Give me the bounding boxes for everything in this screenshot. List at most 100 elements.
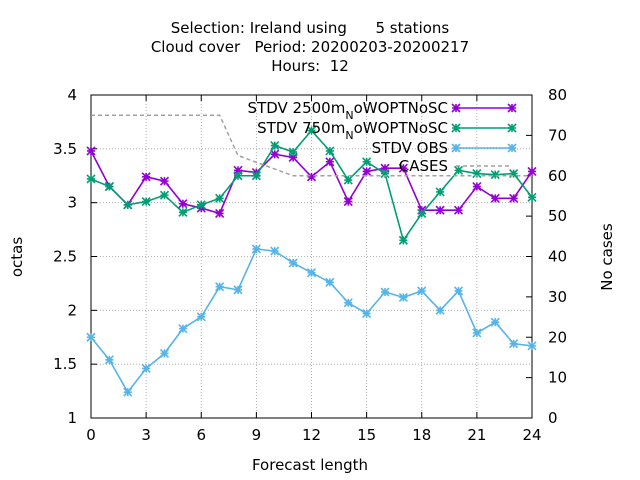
- data-point: [215, 282, 225, 292]
- x-tick-label: 3: [141, 426, 151, 444]
- data-point: [325, 157, 335, 167]
- y-tick-label: 1.5: [53, 355, 77, 373]
- data-point: [435, 205, 445, 215]
- y2-tick-label: 10: [548, 369, 567, 387]
- y2-tick-label: 40: [548, 248, 567, 266]
- series-line-2: [86, 244, 537, 397]
- x-tick-label: 21: [467, 426, 486, 444]
- data-point: [490, 317, 500, 327]
- data-point: [398, 235, 408, 245]
- data-point: [288, 147, 298, 157]
- legend-label: STDV 750mNoWOPTNoSC: [257, 119, 448, 142]
- y2-tick-label: 0: [548, 409, 558, 427]
- x-tick-label: 6: [196, 426, 206, 444]
- legend-label: CASES: [399, 157, 448, 175]
- legend-entry: STDV OBS: [372, 139, 517, 157]
- legend-marker: [507, 143, 517, 153]
- data-point: [527, 166, 537, 177]
- data-point: [104, 355, 114, 365]
- legend-label: STDV OBS: [372, 139, 448, 157]
- data-point: [215, 208, 225, 218]
- legend-marker: [451, 143, 461, 153]
- data-point: [509, 193, 519, 203]
- data-point: [398, 292, 408, 302]
- data-point: [233, 165, 243, 175]
- series-line: [91, 114, 532, 177]
- data-point: [380, 287, 390, 297]
- data-point: [325, 146, 335, 156]
- x-tick-label: 12: [302, 426, 321, 444]
- x-tick-label: 18: [412, 426, 431, 444]
- axes: 0 3 6 9 12 15 18 21 2411.522.533.540102030405060…: [53, 86, 567, 444]
- data-point: [527, 192, 537, 202]
- data-point: [86, 332, 96, 342]
- data-point: [123, 200, 133, 210]
- y2-tick-label: 50: [548, 207, 567, 225]
- data-point: [178, 199, 188, 209]
- data-point: [196, 200, 206, 210]
- x-tick-label: 0: [86, 426, 96, 444]
- y2-tick-label: 20: [548, 328, 567, 346]
- data-point: [472, 181, 482, 192]
- data-point: [251, 244, 261, 254]
- data-point: [343, 197, 353, 207]
- y2-tick-label: 60: [548, 167, 567, 185]
- data-point: [141, 363, 151, 374]
- legend-entry: CASES: [399, 157, 512, 175]
- data-point: [472, 169, 482, 179]
- data-point: [196, 312, 206, 322]
- data-point: [380, 163, 390, 173]
- legend-entry: STDV 2500mNoWOPTNoSC: [248, 99, 517, 122]
- data-point: [380, 169, 390, 179]
- x-tick-label: 24: [522, 426, 541, 444]
- data-point: [453, 205, 464, 215]
- data-point: [270, 149, 280, 159]
- data-point: [343, 298, 353, 308]
- legend-label: STDV 2500mNoWOPTNoSC: [248, 99, 448, 122]
- data-point: [178, 324, 188, 334]
- legend-marker: [507, 103, 517, 113]
- y-tick-label: 1: [67, 409, 77, 427]
- data-point: [306, 172, 317, 182]
- chart-title: Selection: Ireland using 5 stations Clou…: [151, 19, 469, 75]
- data-point: [490, 193, 500, 203]
- y-axis-label: octas: [8, 237, 26, 277]
- data-point: [123, 387, 133, 397]
- data-point: [104, 181, 114, 192]
- data-point: [215, 193, 225, 203]
- data-point: [270, 246, 280, 256]
- data-point: [343, 175, 353, 185]
- title-line-1: Selection: Ireland using 5 stations: [171, 19, 450, 37]
- y-tick-label: 4: [67, 86, 77, 104]
- legend-marker: [507, 123, 517, 133]
- series-layer: [86, 114, 537, 397]
- data-point: [417, 208, 427, 218]
- data-point: [141, 197, 151, 207]
- y2-axis-label: No cases: [598, 223, 616, 291]
- y-tick-label: 3.5: [53, 140, 77, 158]
- legend-entry: STDV 750mNoWOPTNoSC: [257, 119, 517, 142]
- data-point: [362, 157, 372, 167]
- data-point: [325, 277, 335, 287]
- data-point: [362, 166, 372, 177]
- legend-marker: [451, 123, 461, 133]
- data-point: [251, 171, 261, 181]
- data-point: [509, 339, 519, 349]
- data-point: [86, 174, 96, 184]
- title-line-3: Hours: 12: [271, 57, 349, 75]
- data-point: [270, 141, 280, 151]
- data-point: [288, 258, 298, 268]
- y-tick-label: 3: [67, 194, 77, 212]
- data-point: [233, 285, 243, 295]
- data-point: [509, 169, 519, 179]
- data-point: [527, 341, 537, 351]
- data-point: [490, 170, 500, 180]
- data-point: [398, 163, 408, 173]
- data-point: [453, 286, 464, 296]
- data-point: [141, 172, 151, 182]
- series-cases: [91, 114, 532, 177]
- y2-tick-label: 30: [548, 288, 567, 306]
- data-point: [435, 187, 445, 197]
